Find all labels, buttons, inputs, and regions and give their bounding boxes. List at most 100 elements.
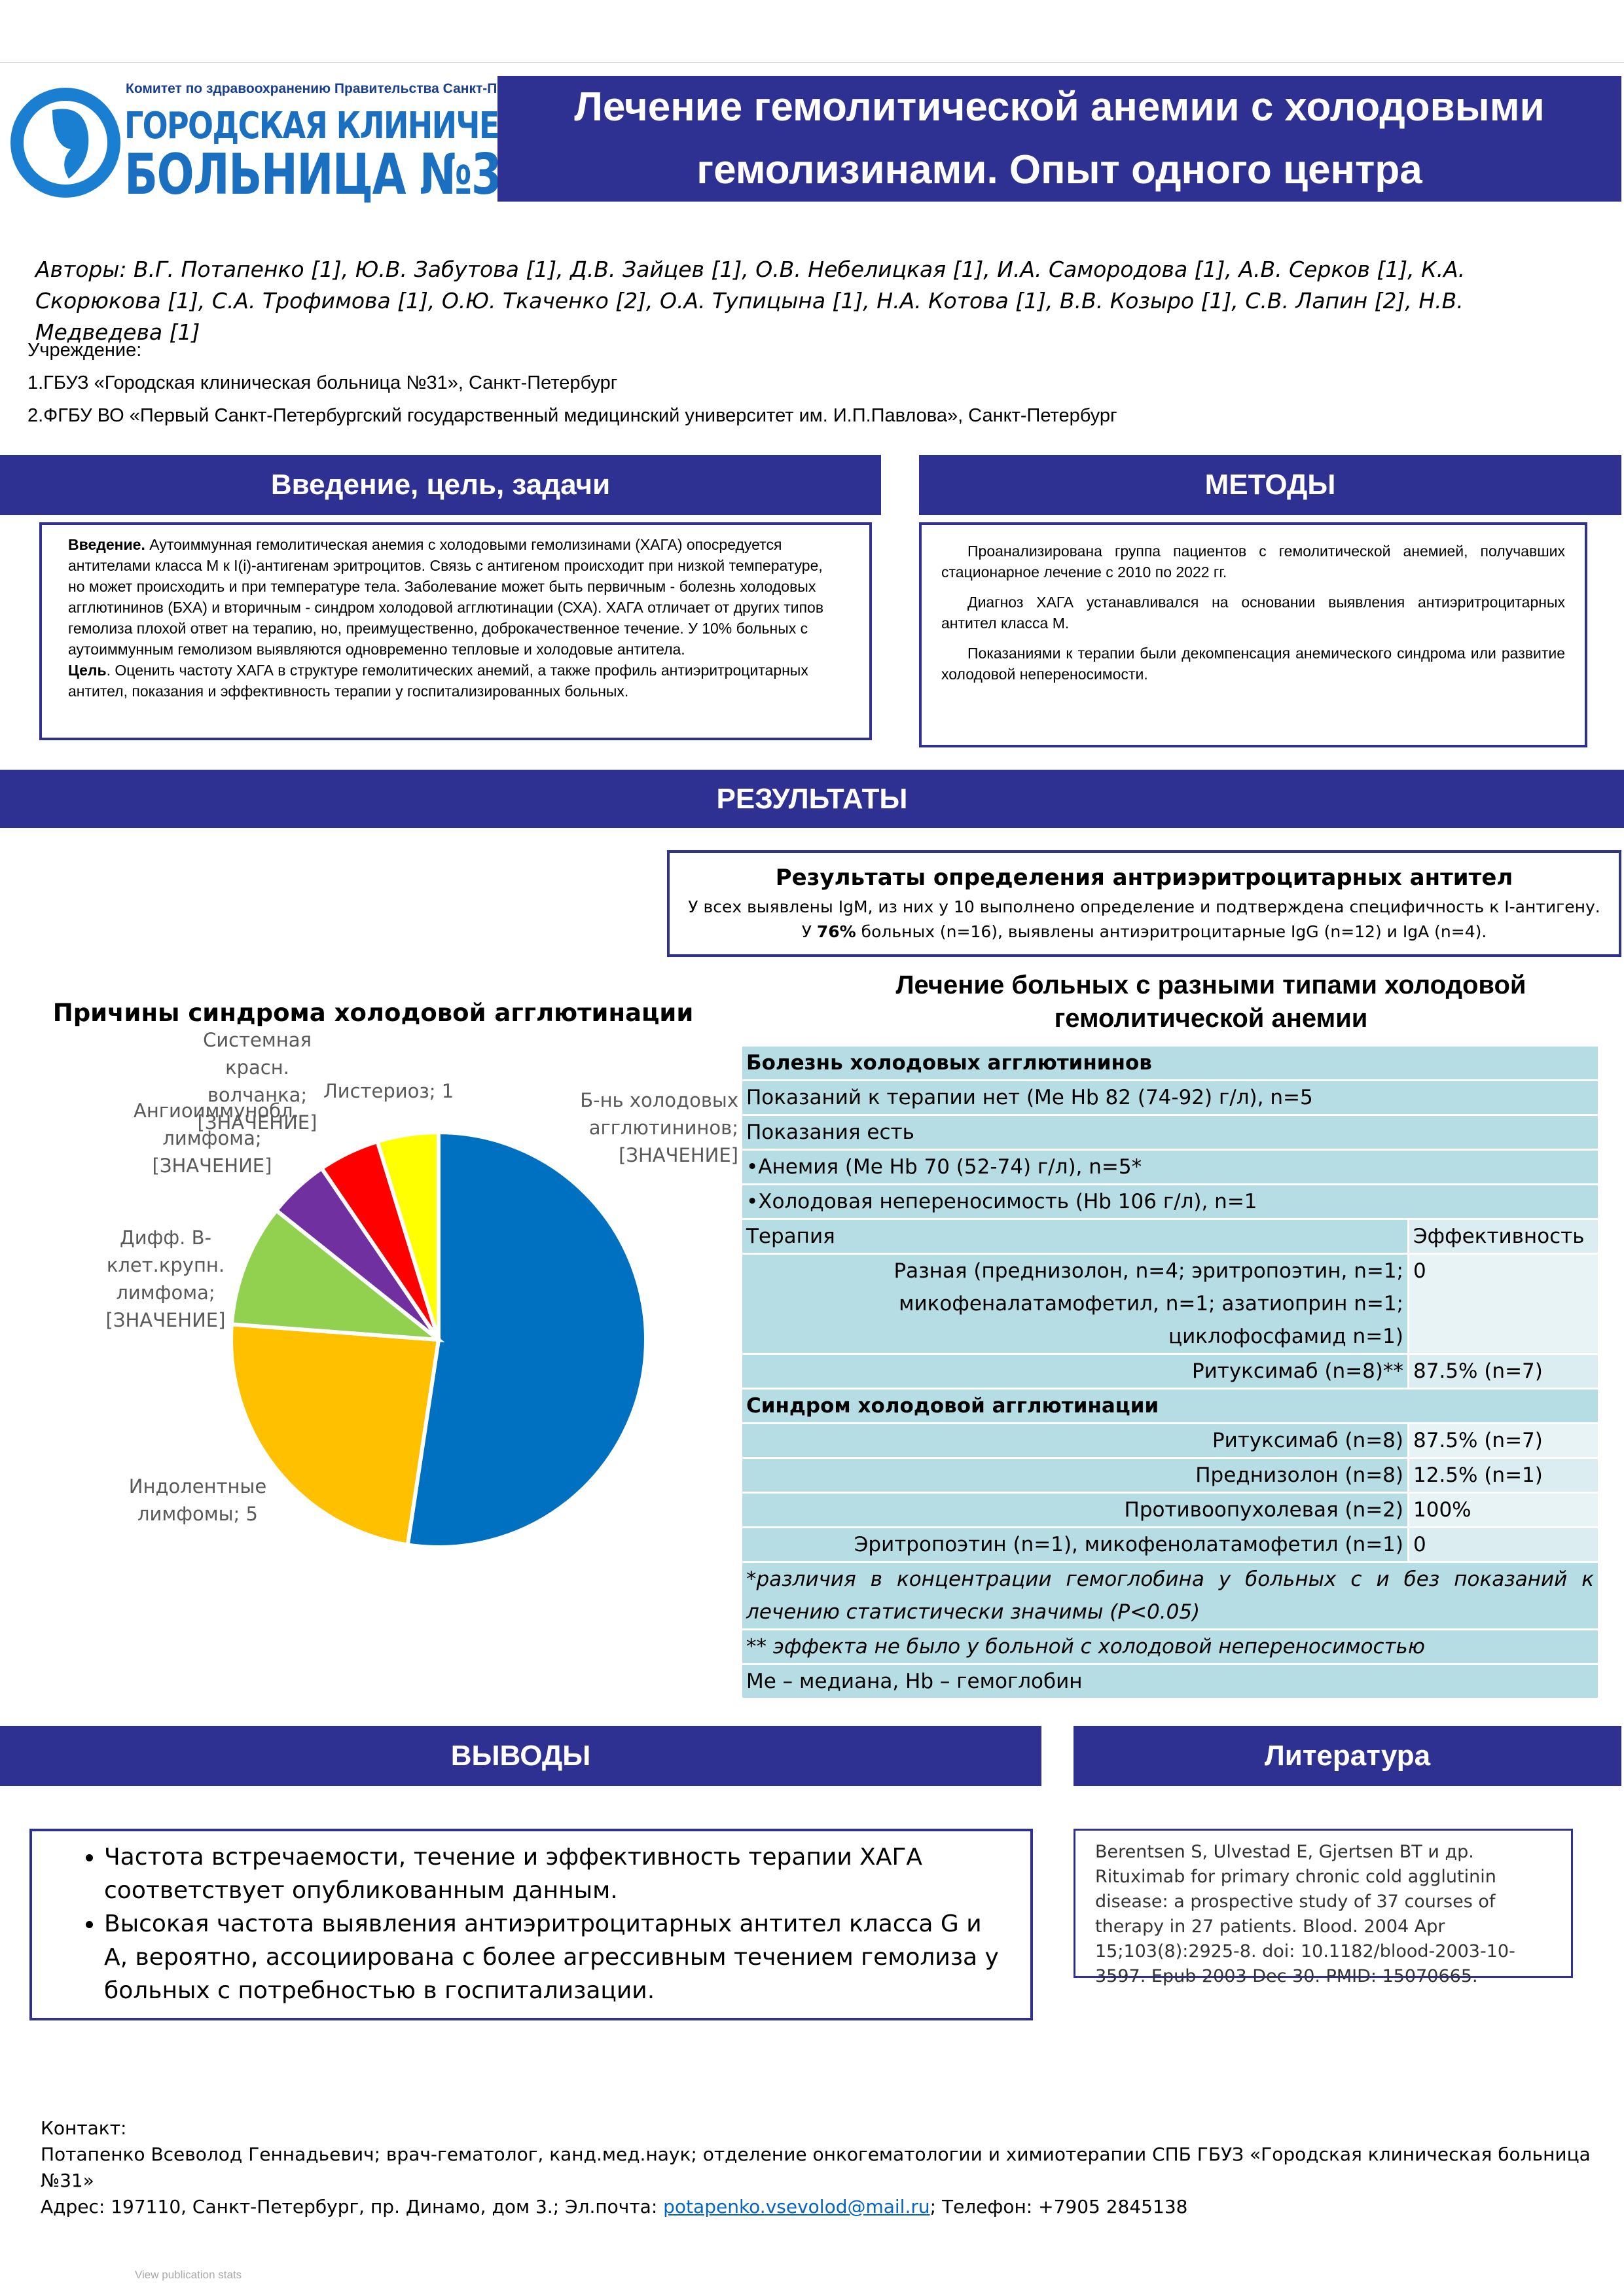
text: Аутоиммунная гемолитическая анемия с хол…: [68, 536, 824, 658]
table-row: Терапия Эффективность: [740, 1218, 1600, 1255]
value-label: [ЗНАЧЕНИЕ]: [152, 1155, 272, 1177]
title: Лечение гемолитической анемии с холодовы…: [497, 76, 1621, 202]
chart-title: Причины синдрома холодовой агглютинации: [52, 999, 694, 1027]
table-row: •Холодовая непереносимость (Hb 106 г/л),…: [740, 1183, 1600, 1220]
contact: Контакт: Потапенко Всеволод Геннадьевич;…: [41, 2115, 1624, 2220]
table-note: Ме – медиана, Hb – гемоглобин: [740, 1663, 1600, 1700]
paragraph: Введение. Аутоиммунная гемолитическая ан…: [68, 534, 843, 660]
section-bar: Введение, цель, задачи: [0, 455, 881, 515]
antibodies-box: Результаты определения антриэритроцитарн…: [667, 850, 1621, 957]
table-row: Показаний к терапии нет (Me Hb 82 (74-92…: [740, 1079, 1600, 1116]
value-label: 1: [441, 1080, 454, 1102]
section-bar: РЕЗУЛЬТАТЫ: [0, 770, 1624, 828]
paragraph: Диагноз ХАГА устанавливался на основании…: [941, 594, 1565, 632]
table-cell: 0: [1407, 1253, 1600, 1355]
text: У: [801, 922, 817, 941]
paragraph: Цель. Оценить частоту ХАГА в структуре г…: [68, 660, 843, 702]
table-row: Эритропоэтин (n=1), микофенолатамофетил …: [740, 1526, 1600, 1563]
category-label: Индолентные лимфомы;: [128, 1475, 267, 1525]
conclusion: Высокая частота выявления антиэритроцита…: [104, 1907, 1011, 2007]
table-row: Ритуксимаб (n=8)** 87.5% (n=7): [740, 1353, 1600, 1390]
pie-slice: [405, 1130, 648, 1549]
table-row: Ритуксимаб (n=8) 87.5% (n=7): [740, 1422, 1600, 1459]
email-link[interactable]: potapenko.vsevolod@mail.ru: [663, 2196, 930, 2217]
table-cell: Эритропоэтин (n=1), микофенолатамофетил …: [740, 1526, 1409, 1563]
table-row: Показания есть: [740, 1114, 1600, 1151]
table-cell: Противоопухолевая (n=2): [740, 1492, 1409, 1528]
top-rule: [0, 62, 1624, 63]
intro-box: Введение. Аутоиммунная гемолитическая ан…: [39, 522, 872, 740]
text: 76%: [816, 922, 856, 941]
pie-label: Индолентные лимфомы; 5: [113, 1473, 283, 1528]
section-heading: Синдром холодовой агглютинации: [740, 1388, 1600, 1424]
pie-label: Дифф. В-клет.крупн. лимфома; [ЗНАЧЕНИЕ]: [103, 1224, 228, 1334]
table-row: Ме – медиана, Hb – гемоглобин: [740, 1663, 1600, 1700]
pie-slice: [374, 1130, 441, 1340]
table-cell: Показания есть: [740, 1114, 1600, 1151]
box-line: У всех выявлены IgM, из них у 10 выполне…: [688, 897, 1600, 916]
table-note: ** эффекта не было у больной с холодовой…: [740, 1628, 1600, 1665]
table-row: Разная (преднизолон, n=4; эритропоэтин, …: [740, 1253, 1600, 1355]
table-cell: 0: [1407, 1526, 1600, 1563]
table-cell: Показаний к терапии нет (Me Hb 82 (74-92…: [740, 1079, 1600, 1116]
pie-label: Б-нь холодовых агглютининов; [ЗНАЧЕНИЕ]: [562, 1086, 738, 1169]
authors: Авторы: В.Г. Потапенко [1], Ю.В. Забутов…: [35, 257, 1466, 345]
value-label: [ЗНАЧЕНИЕ]: [105, 1309, 226, 1331]
box-line: У 76% больных (n=16), выявлены антиэритр…: [670, 920, 1619, 944]
table-cell: 100%: [1407, 1492, 1600, 1528]
lead: Введение.: [68, 536, 145, 553]
conclusion: Частота встречаемости, течение и эффекти…: [104, 1840, 1011, 1907]
footer: View publication stats: [135, 2269, 242, 2281]
paragraph: Показаниями к терапии были декомпенсация…: [941, 645, 1565, 683]
table-row: •Анемия (Me Hb 70 (52-74) г/л), n=5*: [740, 1149, 1600, 1185]
table-title: Лечение больных с разными типами холодов…: [895, 971, 1526, 1033]
value-label: [ЗНАЧЕНИЕ]: [619, 1144, 738, 1166]
table-row: Синдром холодовой агглютинации: [740, 1388, 1600, 1424]
table-cell: •Холодовая непереносимость (Hb 106 г/л),…: [740, 1183, 1600, 1220]
table-cell: Ритуксимаб (n=8): [740, 1422, 1409, 1459]
table-note: *различия в концентрации гемоглобина у б…: [740, 1561, 1600, 1630]
section-bar: МЕТОДЫ: [919, 455, 1621, 515]
section-heading: Болезнь холодовых агглютининов: [740, 1045, 1600, 1081]
pie-label: Ангиоиммунобл. лимфома; [ЗНАЧЕНИЕ]: [134, 1097, 299, 1179]
category-label: Системная красн. волчанка;: [203, 1029, 312, 1106]
methods-box: Проанализирована группа пациентов с гемо…: [919, 522, 1587, 747]
conclusions-box: Частота встречаемости, течение и эффекти…: [29, 1829, 1033, 2020]
contact-person: Потапенко Всеволод Геннадьевич; врач-гем…: [41, 2144, 1591, 2191]
institution-label: Учреждение:: [27, 340, 142, 361]
table-cell: Преднизолон (n=8): [740, 1457, 1409, 1494]
institution: 2.ФГБУ ВО «Первый Санкт-Петербургский го…: [27, 405, 1117, 426]
section-bar: Литература: [1074, 1726, 1621, 1786]
table-cell: 12.5% (n=1): [1407, 1457, 1600, 1494]
committee: Комитет по здравоохранению Правительства…: [126, 81, 565, 96]
table-cell: Ритуксимаб (n=8)**: [740, 1353, 1409, 1390]
table-cell: 87.5% (n=7): [1407, 1422, 1600, 1459]
pie-slice: [229, 1322, 441, 1547]
logo-emblem: [10, 88, 120, 198]
table-row: Преднизолон (n=8) 12.5% (n=1): [740, 1457, 1600, 1494]
text: ; Телефон: +7905 2845138: [929, 2196, 1188, 2217]
pie-label: Листериоз; 1: [323, 1077, 480, 1105]
text: . Оценить частоту ХАГА в структуре гемол…: [68, 662, 808, 700]
lead: Цель: [68, 662, 107, 679]
table-cell: 87.5% (n=7): [1407, 1353, 1600, 1390]
table-cell: Эффективность: [1407, 1218, 1600, 1255]
category-label: Листериоз;: [323, 1080, 436, 1102]
hospital-number: БОЛЬНИЦА №31: [124, 142, 532, 207]
contact-label: Контакт:: [41, 2117, 127, 2139]
category-label: Б-нь холодовых агглютининов;: [580, 1089, 738, 1139]
pie-label: Системная красн. волчанка; [ЗНАЧЕНИЕ]: [190, 1026, 325, 1136]
pie-chart: [229, 1130, 648, 1549]
pie-slice: [229, 1208, 445, 1342]
paragraph: Проанализирована группа пациентов с гемо…: [941, 543, 1565, 581]
table-cell: Разная (преднизолон, n=4; эритропоэтин, …: [740, 1253, 1409, 1355]
text: Адрес: 197110, Санкт-Петербург, пр. Дина…: [41, 2196, 664, 2217]
section-bar: ВЫВОДЫ: [0, 1726, 1041, 1786]
table-row: ** эффекта не было у больной с холодовой…: [740, 1628, 1600, 1665]
text: больных (n=16), выявлены антиэритроцитар…: [856, 922, 1487, 941]
treatment-table: Болезнь холодовых агглютининов Показаний …: [740, 1045, 1600, 1700]
value-label: [ЗНАЧЕНИЕ]: [197, 1111, 317, 1134]
table-cell: Терапия: [740, 1218, 1409, 1255]
institutions: Учреждение: 1.ГБУЗ «Городская клиническа…: [27, 334, 1117, 432]
